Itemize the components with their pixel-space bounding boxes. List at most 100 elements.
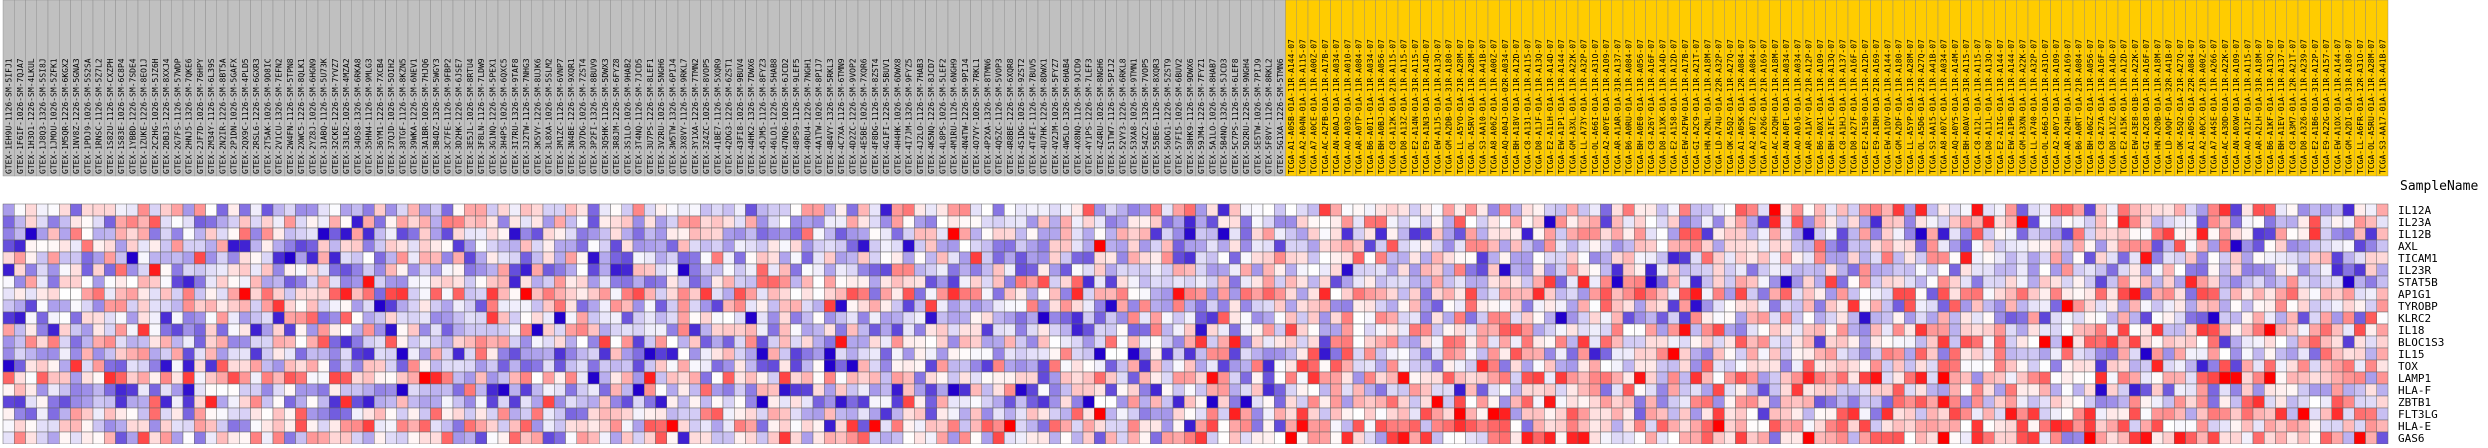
heatmap-cell <box>1679 431 1691 445</box>
heatmap-cell <box>1442 251 1455 265</box>
heatmap-cell <box>869 335 881 349</box>
heatmap-cell <box>1217 431 1230 445</box>
heatmap-cell <box>1622 431 1635 445</box>
heatmap-cell <box>1454 227 1466 241</box>
heatmap-cell <box>902 299 915 313</box>
heatmap-cell <box>1544 407 1556 421</box>
heatmap-cell <box>992 395 1005 409</box>
heatmap-cell <box>1330 215 1342 229</box>
sample-label: TCGA-E2-A158-01A-11R-A12D-07 <box>1670 39 1679 174</box>
heatmap-cell <box>1341 371 1354 385</box>
heatmap-cell <box>272 359 285 373</box>
gene-label: TICAM1 <box>2398 252 2438 265</box>
sample-label: TCGA-E2-A1B6-01A-31R-A12P-07 <box>2311 39 2320 174</box>
heatmap-cell <box>734 239 746 253</box>
heatmap-cell <box>1915 275 1927 289</box>
heatmap-cell <box>2005 359 2017 373</box>
heatmap-cell <box>1937 287 1950 301</box>
sample-label: GTEX-4K5NQ-1226-SM-8JCD7 <box>927 58 936 174</box>
heatmap-cell <box>2320 371 2332 385</box>
heatmap-cell <box>182 239 195 253</box>
heatmap-cell <box>2016 383 2029 397</box>
heatmap-cell <box>1206 239 1219 253</box>
heatmap-cell <box>610 215 622 229</box>
heatmap-cell <box>1364 335 1376 349</box>
heatmap-cell <box>1071 323 1084 337</box>
heatmap-cell <box>2 299 15 313</box>
heatmap-cell <box>1724 263 1736 277</box>
heatmap-cell <box>239 359 251 373</box>
heatmap-cell <box>869 419 881 433</box>
heatmap-cell <box>81 431 94 445</box>
heatmap-cell <box>1499 287 1511 301</box>
heatmap-cell <box>1634 227 1646 241</box>
heatmap-cell <box>869 407 881 421</box>
heatmap-cell <box>2264 251 2276 265</box>
heatmap-cell <box>2140 395 2152 409</box>
sample-label: TCGA-OK-A5Q2-01A-21R-A27Q-07 <box>2176 39 2185 174</box>
heatmap-cell <box>992 359 1005 373</box>
heatmap-cell <box>2061 335 2074 349</box>
heatmap-cell <box>902 287 915 301</box>
heatmap-cell <box>1071 275 1084 289</box>
heatmap-cell <box>340 431 352 445</box>
heatmap-cell <box>396 227 409 241</box>
sample-label: GTEX-2W4FN-1126-SM-5TPN8 <box>286 58 295 174</box>
heatmap-cell <box>1060 347 1072 361</box>
heatmap-cell <box>1780 359 1792 373</box>
heatmap-cell <box>2174 287 2186 301</box>
heatmap-cell <box>272 371 285 385</box>
sample-label: GTEX-31ABQ-1126-SM-5U73K <box>320 58 329 174</box>
heatmap-cell <box>1049 407 1061 421</box>
heatmap-cell <box>2230 407 2242 421</box>
heatmap-cell <box>1307 407 1320 421</box>
heatmap-cell <box>1611 431 1624 445</box>
heatmap-cell <box>2331 383 2344 397</box>
heatmap-cell <box>317 239 330 253</box>
heatmap-cell <box>1656 419 1669 433</box>
heatmap-cell <box>2151 335 2164 349</box>
heatmap-cell <box>2174 263 2186 277</box>
heatmap-cell <box>1521 275 1534 289</box>
heatmap-cell <box>115 251 127 265</box>
heatmap-cell <box>1364 323 1376 337</box>
heatmap-cell <box>182 275 195 289</box>
heatmap-cell <box>835 335 847 349</box>
heatmap-cell <box>1780 263 1792 277</box>
heatmap-cell <box>1127 203 1140 217</box>
heatmap-cell <box>2309 215 2321 229</box>
heatmap-cell <box>1240 347 1252 361</box>
heatmap-cell <box>1667 275 1680 289</box>
sample-label: TCGA-B6-A0RU-01A-11R-A084-07 <box>1625 39 1634 174</box>
heatmap-cell <box>1195 407 1207 421</box>
heatmap-cell <box>1971 335 1984 349</box>
heatmap-cell <box>1386 323 1399 337</box>
heatmap-cell <box>835 323 847 337</box>
heatmap-cell <box>2151 239 2164 253</box>
heatmap-cell <box>2106 395 2119 409</box>
heatmap-cell <box>666 323 679 337</box>
heatmap-cell <box>295 347 307 361</box>
heatmap-cell <box>1409 323 1421 337</box>
heatmap-cell <box>2342 431 2355 445</box>
heatmap-cell <box>1229 263 1241 277</box>
heatmap-cell <box>1555 227 1567 241</box>
heatmap-cell <box>1127 419 1140 433</box>
sample-label: GTEX-3D2HK-1226-SM-6JSE7 <box>455 58 464 174</box>
heatmap-cell <box>902 323 915 337</box>
heatmap-cell <box>2376 419 2389 433</box>
heatmap-cell <box>2174 299 2186 313</box>
heatmap-cell <box>205 383 217 397</box>
sample-label: GTEX-1ZUKE-1226-SM-8EO1J <box>140 58 149 174</box>
heatmap-cell <box>914 215 926 229</box>
heatmap-cell <box>1656 251 1669 265</box>
heatmap-cell <box>464 395 476 409</box>
heatmap-cell <box>2309 263 2321 277</box>
heatmap-cell <box>1060 419 1072 433</box>
heatmap-cell <box>610 371 622 385</box>
heatmap-cell <box>2376 323 2389 337</box>
heatmap-cell <box>711 371 724 385</box>
heatmap-cell <box>2286 395 2299 409</box>
heatmap-cell <box>1172 311 1185 325</box>
heatmap-cell <box>801 383 814 397</box>
